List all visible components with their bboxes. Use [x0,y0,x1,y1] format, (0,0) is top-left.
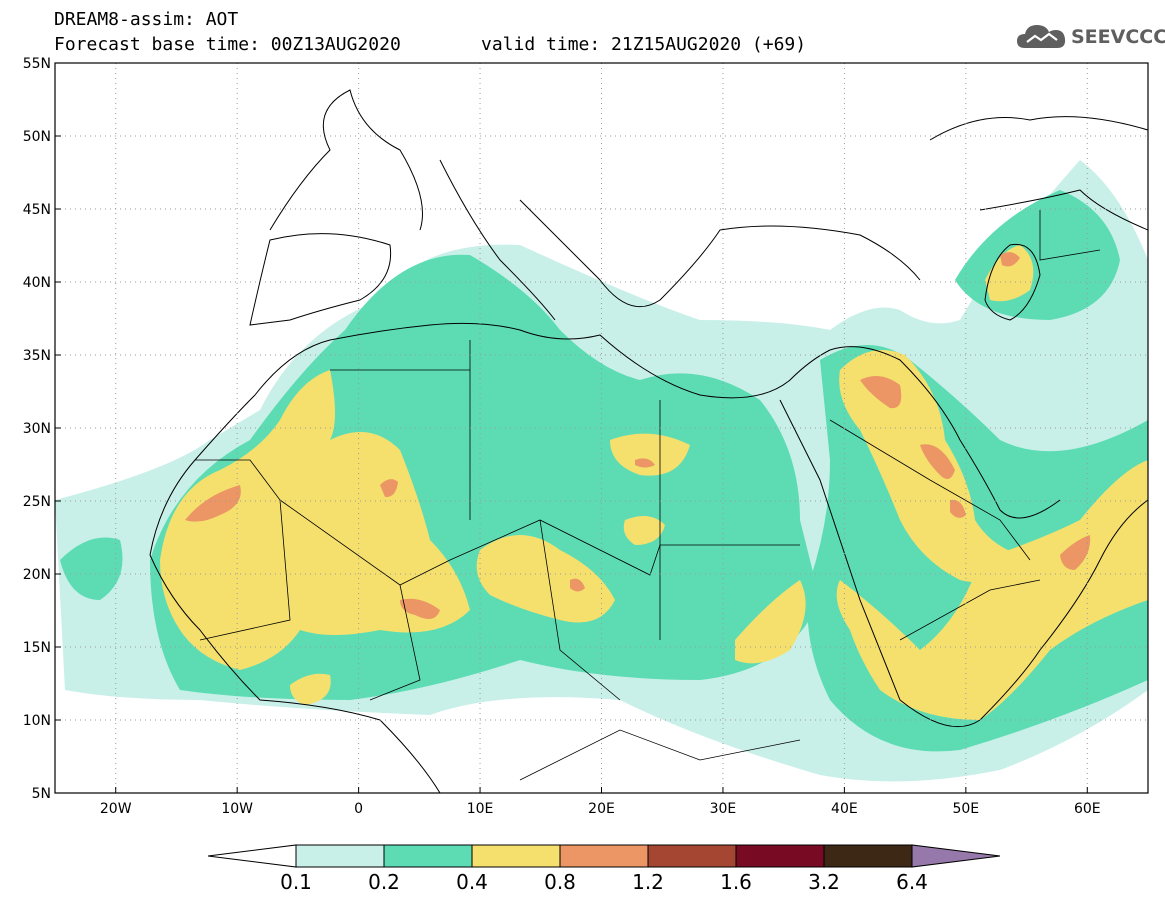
map-title: DREAM8-assim: AOT [54,9,239,30]
colorbar-label: 0.1 [280,870,312,894]
colorbar-swatch [823,844,913,868]
colorbar-swatch [735,844,825,868]
seevccc-logo: SEEVCCC [1015,22,1165,52]
lat-tick-label: 15N [23,640,51,656]
lon-tick-label: 20W [100,801,132,817]
lat-tick-label: 30N [23,421,51,437]
gridlines [55,63,1148,793]
colorbar-under-triangle [207,844,297,868]
lat-tick-label: 5N [32,786,51,802]
colorbar-swatch [471,844,561,868]
logo-text: SEEVCCC [1071,26,1165,48]
valid-time: valid time: 21Z15AUG2020 (+69) [481,34,807,55]
cloud-icon [1017,25,1066,48]
lon-tick-label: 40E [831,801,858,817]
lat-tick-label: 35N [23,348,51,364]
colorbar-label: 3.2 [808,870,840,894]
aot-contours [55,160,1148,782]
colorbar: 0.1 0.2 0.4 0.8 1.2 1.6 3.2 6.4 [207,844,1001,894]
borders [195,210,1101,781]
lon-tick-label: 20E [588,801,615,817]
lat-tick-label: 10N [23,713,51,729]
colorbar-label: 0.4 [456,870,488,894]
colorbar-over-triangle [911,844,1001,868]
lon-tick-label: 0 [354,801,363,817]
coastlines [149,89,1148,793]
lat-tick-label: 50N [23,129,51,145]
lat-tick-label: 20N [23,567,51,583]
lat-tick-label: 40N [23,275,51,291]
lon-tick-label: 30E [710,801,737,817]
colorbar-label: 6.4 [896,870,928,894]
lat-tick-label: 25N [23,494,51,510]
colorbar-swatch [295,844,385,868]
lon-tick-label: 10E [467,801,494,817]
colorbar-label: 1.2 [632,870,664,894]
colorbar-swatch [647,844,737,868]
lon-tick-label: 10W [221,801,253,817]
lat-tick-label: 55N [23,56,51,72]
longitude-ticks: 20W 10W 0 10E 20E 30E 40E 50E 60E [100,787,1101,817]
colorbar-swatch [559,844,649,868]
colorbar-label: 0.2 [368,870,400,894]
colorbar-label: 0.8 [544,870,576,894]
forecast-base-time: Forecast base time: 00Z13AUG2020 [54,34,401,55]
lat-tick-label: 45N [23,202,51,218]
colorbar-swatch [383,844,473,868]
lon-tick-label: 50E [952,801,979,817]
lon-tick-label: 60E [1074,801,1101,817]
latitude-ticks: 55N 50N 45N 40N 35N 30N 25N 20N 15N 10N 5N [23,56,61,802]
colorbar-label: 1.6 [720,870,752,894]
